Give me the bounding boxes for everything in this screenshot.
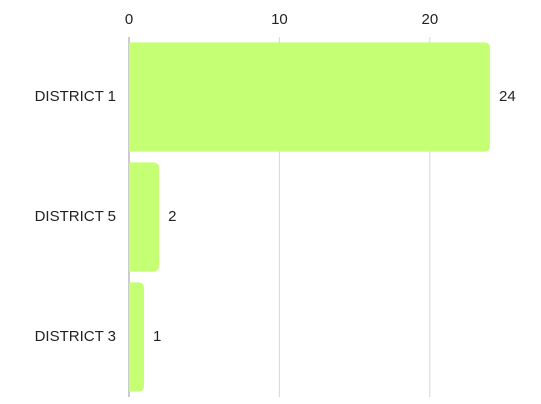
y-tick-label: DISTRICT 1 [35, 88, 116, 105]
value-label: 24 [499, 88, 516, 105]
x-tick-label: 0 [125, 11, 133, 28]
x-tick-label: 10 [271, 11, 288, 28]
bar [129, 42, 490, 152]
bar [129, 162, 160, 272]
y-tick-label: DISTRICT 3 [35, 328, 116, 345]
bar [129, 282, 145, 392]
x-tick-label: 20 [421, 11, 438, 28]
value-label: 1 [153, 328, 161, 345]
y-tick-label: DISTRICT 5 [35, 208, 116, 225]
value-label: 2 [168, 208, 176, 225]
